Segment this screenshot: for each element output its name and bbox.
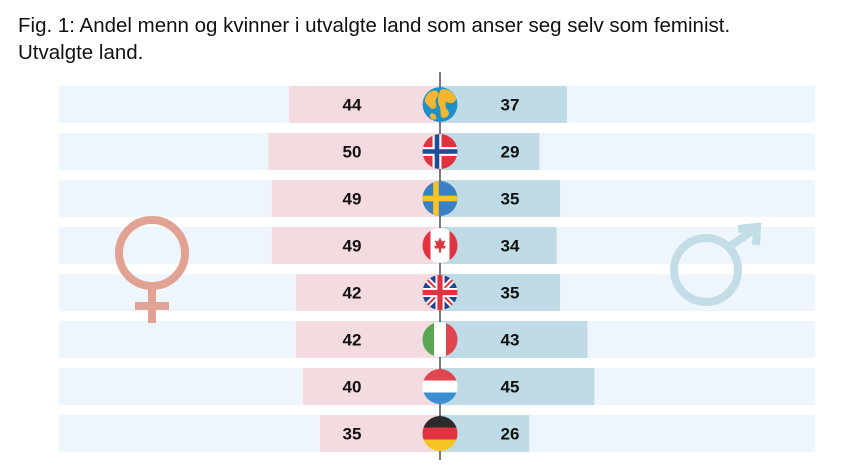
men-value-germany: 26 bbox=[501, 425, 520, 444]
sweden-flag-icon bbox=[422, 181, 458, 216]
globe-icon bbox=[422, 87, 458, 122]
women-bar-canada bbox=[271, 227, 440, 264]
male-symbol-icon bbox=[670, 222, 762, 306]
women-value-canada: 49 bbox=[343, 237, 362, 256]
canada-flag-icon bbox=[422, 228, 458, 263]
women-bar-globe bbox=[289, 86, 440, 123]
women-bar-uk bbox=[295, 274, 440, 311]
women-bar-norway bbox=[268, 133, 440, 170]
women-value-netherlands: 40 bbox=[343, 378, 362, 397]
men-value-netherlands: 45 bbox=[501, 378, 520, 397]
men-bar-canada bbox=[440, 227, 557, 264]
chart-title-line-2: Utvalgte land. bbox=[18, 41, 144, 64]
men-value-sweden: 35 bbox=[501, 190, 520, 209]
country-icons bbox=[422, 87, 458, 451]
bars bbox=[268, 86, 595, 452]
chart-title: Fig. 1: Andel menn og kvinner i utvalgte… bbox=[18, 12, 858, 66]
uk-flag-icon bbox=[422, 275, 458, 310]
germany-flag-icon bbox=[422, 416, 458, 451]
men-value-globe: 37 bbox=[501, 96, 520, 115]
men-value-canada: 34 bbox=[501, 237, 520, 256]
women-value-italy: 42 bbox=[343, 331, 362, 350]
men-value-italy: 43 bbox=[501, 331, 520, 350]
men-bar-netherlands bbox=[440, 368, 595, 405]
women-value-germany: 35 bbox=[343, 425, 362, 444]
men-value-norway: 29 bbox=[501, 143, 520, 162]
women-value-norway: 50 bbox=[343, 143, 362, 162]
women-bar-netherlands bbox=[302, 368, 440, 405]
norway-flag-icon bbox=[422, 134, 458, 169]
women-bar-sweden bbox=[271, 180, 440, 217]
women-value-sweden: 49 bbox=[343, 190, 362, 209]
netherlands-flag-icon bbox=[422, 369, 458, 404]
men-bar-uk bbox=[440, 274, 561, 311]
value-labels: 44 37 50 29 49 35 49 34 42 35 42 43 40 45 35 26 bbox=[343, 96, 520, 444]
women-value-globe: 44 bbox=[343, 96, 362, 115]
chart-title-line-1: Fig. 1: Andel menn og kvinner i utvalgte… bbox=[18, 14, 731, 37]
men-bar-globe bbox=[440, 86, 567, 123]
men-value-uk: 35 bbox=[501, 284, 520, 303]
men-bar-sweden bbox=[440, 180, 561, 217]
women-bar-germany bbox=[319, 415, 440, 452]
gender-symbols bbox=[115, 216, 762, 323]
men-bar-italy bbox=[440, 321, 588, 358]
italy-flag-icon bbox=[422, 322, 458, 357]
women-value-uk: 42 bbox=[343, 284, 362, 303]
female-symbol-icon bbox=[115, 216, 189, 323]
women-bar-italy bbox=[295, 321, 440, 358]
